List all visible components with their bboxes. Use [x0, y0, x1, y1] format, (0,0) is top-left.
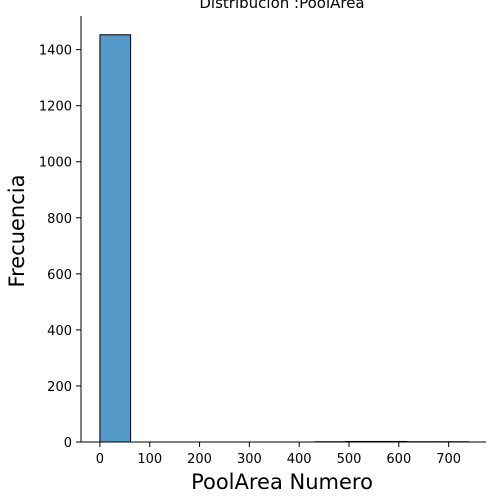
x-tick-label: 500: [337, 452, 362, 467]
bars-group: [99, 34, 469, 443]
x-tick-label: 600: [386, 452, 411, 467]
x-axis-ticks: 0 100 200 300 400 500 600 700: [96, 442, 461, 467]
histogram-bar: [99, 34, 132, 443]
x-tick-label: 0: [96, 452, 104, 467]
y-tick-label: 400: [47, 324, 72, 339]
y-axis-title: Frecuencia: [5, 175, 29, 288]
y-tick-label: 1200: [39, 100, 72, 115]
x-tick-label: 100: [137, 452, 162, 467]
x-axis-title: PoolArea Numero: [191, 470, 373, 494]
y-axis-ticks: 0 200 400 600 800 1000 1200 1400: [39, 44, 81, 451]
y-tick-label: 600: [47, 268, 72, 283]
x-tick-label: 200: [187, 452, 212, 467]
y-tick-label: 1400: [39, 44, 72, 59]
x-tick-label: 400: [287, 452, 312, 467]
y-tick-label: 0: [64, 436, 72, 451]
x-tick-label: 300: [237, 452, 262, 467]
x-tick-label: 700: [436, 452, 461, 467]
y-tick-label: 1000: [39, 156, 72, 171]
y-tick-label: 800: [47, 212, 72, 227]
y-tick-label: 200: [47, 380, 72, 395]
chart-title: Distribución :PoolArea: [199, 0, 364, 12]
